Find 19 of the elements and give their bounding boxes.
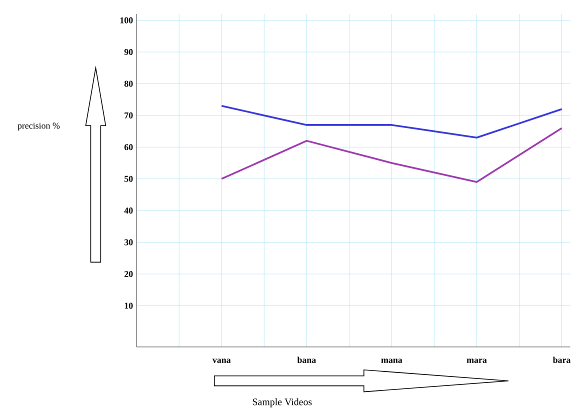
y-tick-label: 90 — [124, 49, 133, 56]
y-tick-label: 30 — [124, 239, 133, 246]
text: precision % — [18, 122, 60, 131]
x-tick-label: bana — [297, 356, 316, 364]
x-axis-title: Sample Videos — [252, 398, 312, 408]
y-tick-label: 70 — [124, 112, 133, 119]
y-tick-label: 100 — [120, 17, 133, 24]
x-tick-label: bara — [552, 356, 571, 364]
y-tick-label: 10 — [124, 302, 133, 309]
y-tick-label: 50 — [124, 176, 133, 182]
y-tick-label: 40 — [124, 208, 133, 214]
line-series — [220, 105, 563, 139]
y-tick-label: 60 — [124, 144, 133, 150]
y-tick-label: 80 — [124, 80, 133, 87]
line-series — [220, 127, 563, 184]
y-tick-label: 20 — [124, 271, 133, 278]
x-tick-label: mara — [466, 358, 487, 364]
x-tick-label: vana — [212, 358, 231, 364]
x-tick-label: mana — [381, 358, 402, 364]
